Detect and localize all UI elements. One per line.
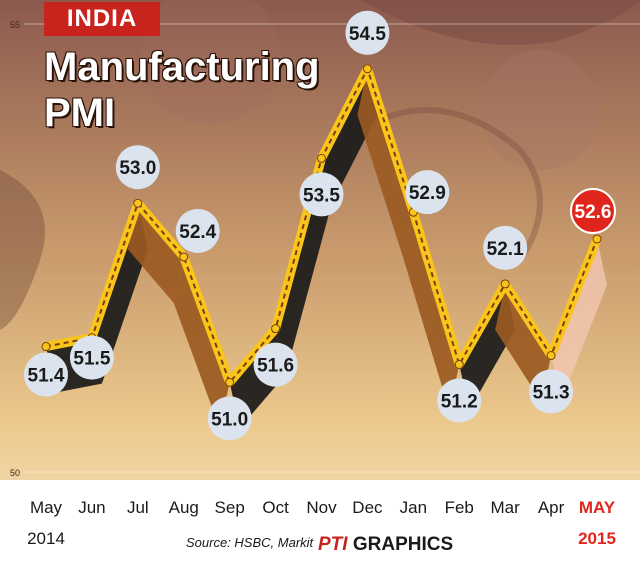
data-point (271, 324, 281, 334)
x-tick-label: Jun (78, 498, 105, 517)
data-label-text: 51.2 (441, 391, 478, 412)
data-label-text: 52.9 (409, 183, 446, 204)
segment-ribbon (551, 239, 607, 402)
data-point (500, 279, 510, 289)
source-note: Source: HSBC, Markit (186, 535, 314, 550)
data-point (179, 252, 189, 262)
data-label: 51.6 (253, 342, 298, 387)
data-label: 51.0 (207, 396, 252, 441)
x-tick-label: MAY (579, 498, 616, 517)
data-label: 51.5 (69, 335, 114, 380)
data-label: 52.4 (175, 208, 220, 253)
data-point (41, 342, 51, 352)
year-label-start: 2014 (27, 529, 65, 548)
data-label-text: 51.0 (211, 409, 248, 430)
label-bubble (115, 145, 160, 190)
x-tick-label: Sep (215, 498, 245, 517)
data-label-text: 51.3 (533, 383, 570, 404)
label-bubble (529, 369, 574, 414)
label-bubble (69, 335, 114, 380)
data-point (133, 198, 143, 208)
data-label-text: 53.5 (303, 185, 340, 206)
data-label-text: 52.1 (487, 239, 524, 260)
data-label-text: 51.5 (73, 349, 110, 370)
y-tick-label: 55 (10, 20, 20, 30)
data-label: 52.6 (570, 188, 616, 235)
data-point (592, 234, 602, 244)
label-bubble (24, 352, 68, 397)
data-point (317, 153, 326, 163)
segment-ribbon (403, 212, 460, 411)
data-label-text: 54.5 (349, 24, 386, 45)
label-bubble (437, 378, 482, 423)
highlight-bubble (570, 188, 616, 235)
data-label: 53.0 (115, 145, 160, 190)
data-label: 52.9 (405, 170, 450, 215)
label-bubble (405, 170, 450, 215)
year-label-end: 2015 (578, 529, 616, 548)
data-label-text: 52.4 (179, 222, 216, 243)
label-bubble (299, 172, 344, 217)
x-tick-label: Oct (262, 498, 289, 517)
x-tick-label: Dec (352, 498, 383, 517)
label-bubble (345, 10, 390, 55)
data-point (225, 377, 235, 387)
label-bubble (207, 396, 252, 441)
data-label: 52.1 (483, 225, 528, 270)
segment-ribbon (173, 256, 230, 429)
title-line-2: PMI (44, 91, 116, 135)
x-tick-label: May (30, 498, 63, 517)
data-point (362, 64, 372, 74)
data-point (546, 351, 556, 361)
data-label: 54.5 (345, 10, 390, 55)
x-tick-label: Jul (127, 498, 149, 517)
x-tick-label: Apr (538, 498, 565, 517)
x-tick-label: Nov (306, 498, 337, 517)
data-point (454, 359, 464, 369)
data-label: 53.5 (299, 172, 344, 217)
data-label: 51.2 (437, 378, 482, 423)
credit-text: GRAPHICS (352, 534, 454, 555)
credit-brand: PTI (318, 534, 348, 555)
y-tick-label: 50 (10, 468, 20, 478)
x-tick-label: Feb (445, 498, 474, 517)
x-tick-label: Jan (400, 498, 427, 517)
label-bubble (483, 225, 528, 270)
data-label-text: 52.6 (575, 202, 612, 223)
x-tick-label: Mar (491, 498, 521, 517)
data-label-text: 53.0 (119, 158, 156, 179)
segment-ribbon (495, 283, 552, 402)
country-tag: INDIA (44, 2, 160, 36)
chart-title: Manufacturing PMI (44, 44, 344, 136)
segment-ribbon (127, 203, 184, 303)
credit-logo: PTI GRAPHICS (318, 534, 453, 556)
label-bubble (253, 342, 298, 387)
data-label-text: 51.4 (28, 366, 65, 387)
x-tick-label: Aug (169, 498, 199, 517)
segment-ribbon (357, 68, 414, 259)
title-line-1: Manufacturing (44, 45, 320, 89)
label-bubble (175, 208, 220, 253)
data-label: 51.3 (529, 369, 574, 414)
data-label: 51.4 (24, 352, 68, 397)
data-label-text: 51.6 (257, 356, 294, 377)
